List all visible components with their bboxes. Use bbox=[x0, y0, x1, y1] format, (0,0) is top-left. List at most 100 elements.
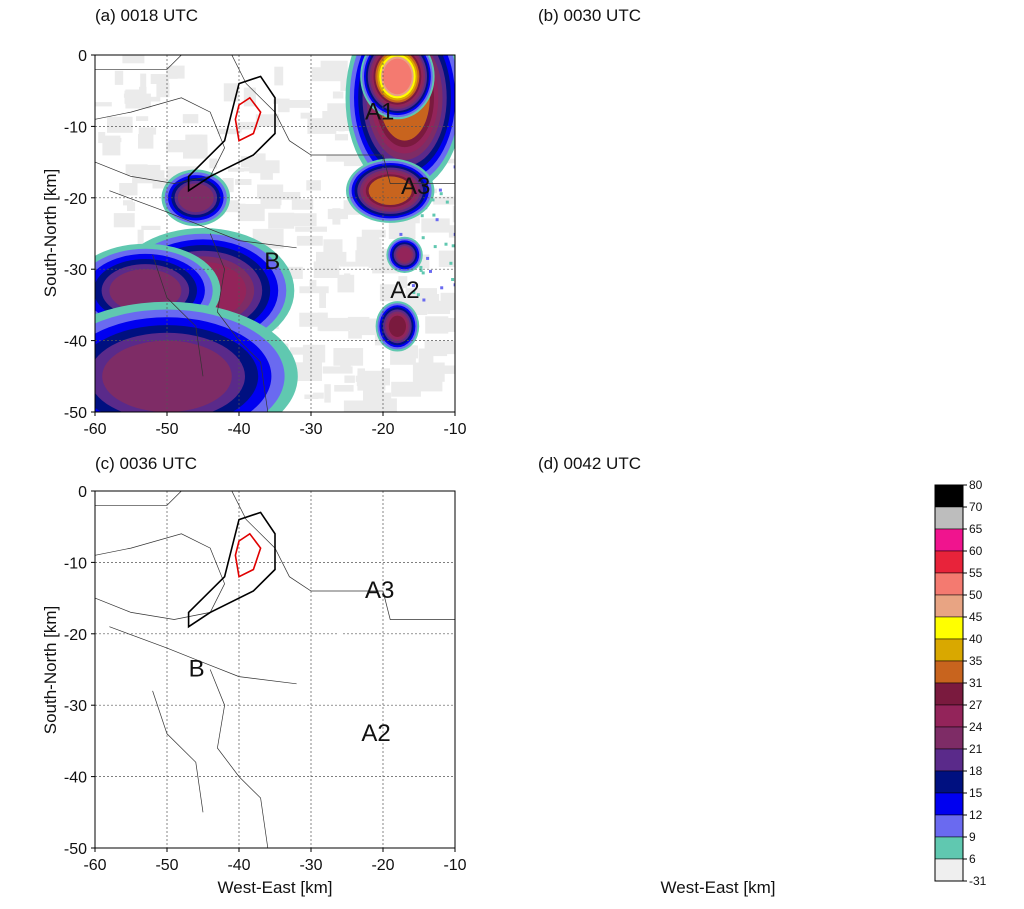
clutter-speckle bbox=[195, 542, 203, 549]
clutter-speckle bbox=[125, 498, 146, 508]
storm-label: A1 bbox=[365, 98, 394, 125]
clutter-speckle bbox=[102, 637, 125, 648]
clutter-speckle bbox=[148, 585, 173, 603]
clutter-speckle bbox=[374, 697, 387, 715]
echo-speckle bbox=[449, 261, 453, 265]
clutter-speckle bbox=[103, 510, 131, 522]
boundary-line bbox=[209, 669, 269, 849]
clutter-speckle bbox=[347, 316, 370, 323]
clutter-speckle bbox=[242, 583, 272, 603]
clutter-speckle bbox=[274, 66, 284, 86]
x-tick-label: -20 bbox=[371, 421, 394, 438]
x-tick-label: -40 bbox=[227, 421, 250, 438]
echo-speckle bbox=[399, 680, 402, 683]
clutter-speckle bbox=[279, 801, 298, 816]
dashed-line bbox=[323, 597, 349, 713]
colorbar-label: 6 bbox=[969, 852, 976, 866]
clutter-speckle bbox=[338, 682, 345, 695]
clutter-speckle bbox=[433, 196, 455, 205]
clutter-speckle bbox=[237, 121, 259, 130]
panel-title: (c) 0036 UTC bbox=[95, 454, 197, 473]
y-tick-label: -40 bbox=[64, 770, 87, 787]
echo-speckle bbox=[438, 645, 441, 648]
clutter-speckle bbox=[351, 663, 360, 669]
echo-speckle bbox=[435, 218, 439, 222]
echo-speckle bbox=[425, 593, 428, 596]
clutter-speckle bbox=[292, 362, 322, 381]
clutter-speckle bbox=[141, 522, 164, 536]
clutter-speckle bbox=[314, 644, 327, 655]
x-axis-label: West-East [km] bbox=[661, 878, 776, 897]
colorbar-swatch bbox=[934, 660, 964, 684]
clutter-speckle bbox=[102, 779, 124, 783]
clutter-speckle bbox=[136, 116, 149, 121]
clutter-speckle bbox=[102, 135, 121, 156]
clutter-speckle bbox=[200, 549, 231, 561]
clutter-speckle bbox=[452, 128, 455, 140]
panel-c: (c) 0036 UTC South-North [km] West-East … bbox=[41, 454, 332, 897]
clutter-speckle bbox=[445, 769, 452, 774]
clutter-speckle bbox=[394, 530, 404, 550]
clutter-speckle bbox=[448, 225, 455, 238]
clutter-speckle bbox=[220, 200, 240, 213]
clutter-speckle bbox=[352, 701, 373, 706]
clutter-speckle bbox=[335, 319, 364, 331]
echo-18dbz bbox=[115, 616, 234, 709]
storm-label: A3 bbox=[365, 577, 394, 604]
clutter-speckle bbox=[391, 381, 421, 397]
clutter-speckle bbox=[393, 739, 410, 743]
echo-speckle bbox=[438, 188, 442, 192]
clutter-speckle bbox=[424, 716, 455, 722]
boundary-line bbox=[109, 190, 297, 249]
clutter-speckle bbox=[301, 737, 328, 744]
clutter-speckle bbox=[267, 804, 279, 809]
clutter-speckle bbox=[348, 330, 362, 339]
colorbar-label: 60 bbox=[969, 544, 983, 558]
colorbar-swatch bbox=[934, 638, 964, 662]
colorbar-label: 80 bbox=[969, 478, 983, 492]
colorbar-label: 27 bbox=[969, 698, 983, 712]
clutter-speckle bbox=[312, 618, 319, 629]
clutter-speckle bbox=[360, 779, 391, 786]
storm-label: A3 bbox=[401, 173, 430, 200]
echo-speckle bbox=[426, 256, 430, 260]
clutter-speckle bbox=[318, 612, 326, 617]
echo-12dbz bbox=[108, 610, 240, 715]
clutter-speckle bbox=[381, 368, 390, 386]
echo-15dbz bbox=[111, 613, 237, 712]
echo-speckle bbox=[419, 265, 423, 269]
clutter-speckle bbox=[257, 844, 281, 854]
echo-speckle bbox=[400, 585, 403, 588]
clutter-speckle bbox=[113, 213, 135, 228]
clutter-speckle bbox=[343, 400, 373, 412]
clutter-speckle bbox=[255, 153, 266, 164]
clutter-speckle bbox=[452, 205, 455, 223]
storm-label: B bbox=[189, 656, 205, 683]
boundary-line bbox=[209, 233, 269, 413]
clutter-speckle bbox=[199, 640, 222, 652]
echo-speckle bbox=[419, 268, 423, 272]
clutter-speckle bbox=[114, 70, 124, 85]
clutter-speckle bbox=[329, 552, 337, 564]
clutter-speckle bbox=[241, 156, 257, 167]
clutter-speckle bbox=[356, 379, 386, 387]
clutter-speckle bbox=[272, 580, 283, 588]
clutter-speckle bbox=[288, 610, 320, 620]
clutter-speckle bbox=[138, 127, 157, 135]
clutter-speckle bbox=[264, 782, 293, 801]
clutter-speckle bbox=[342, 736, 352, 749]
clutter-speckle bbox=[148, 751, 159, 755]
storm-label: A2 bbox=[361, 720, 390, 747]
clutter-speckle bbox=[433, 365, 455, 374]
clutter-speckle bbox=[105, 594, 127, 610]
clutter-speckle bbox=[448, 539, 468, 552]
clutter-speckle bbox=[430, 757, 451, 764]
echo-31dbz bbox=[128, 627, 220, 698]
clutter-speckle bbox=[364, 542, 383, 549]
clutter-speckle bbox=[119, 586, 134, 597]
clutter-speckle bbox=[273, 509, 285, 517]
echo-speckle bbox=[452, 614, 455, 617]
y-tick-label: -20 bbox=[64, 191, 87, 208]
clutter-speckle bbox=[297, 235, 323, 246]
